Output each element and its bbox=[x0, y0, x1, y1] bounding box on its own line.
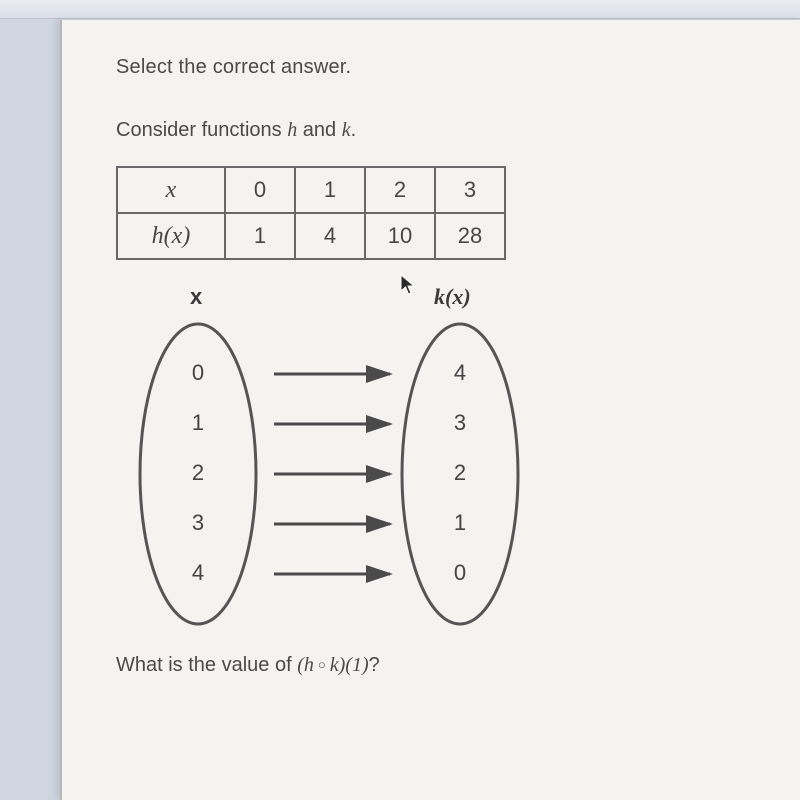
right-val: 2 bbox=[454, 460, 466, 485]
question-text: What is the value of (h○k)(1)? bbox=[116, 654, 750, 677]
question-suffix: ? bbox=[369, 654, 380, 676]
subtitle-prefix: Consider functions bbox=[116, 119, 287, 141]
question-prefix: What is the value of bbox=[116, 654, 297, 676]
row-label-x: x bbox=[117, 167, 225, 213]
subtitle: Consider functions h and k. bbox=[116, 119, 750, 142]
expr-h: h bbox=[304, 654, 314, 676]
mapping-right-title: k(x) bbox=[434, 284, 471, 310]
right-val: 4 bbox=[454, 360, 466, 385]
table-cell: 1 bbox=[295, 167, 365, 213]
mapping-diagram: x k(x) 0 1 2 3 4 4 3 2 1 0 bbox=[124, 284, 544, 644]
row-label-hx: h(x) bbox=[117, 213, 225, 259]
window-top-strip bbox=[0, 0, 800, 19]
table-cell: 1 bbox=[225, 213, 295, 259]
fn-k: k bbox=[342, 119, 351, 141]
subtitle-suffix: . bbox=[351, 119, 357, 141]
right-val: 0 bbox=[454, 560, 466, 585]
table-row: h(x) 1 4 10 28 bbox=[117, 213, 505, 259]
left-val: 3 bbox=[192, 510, 204, 535]
table-cell: 2 bbox=[365, 167, 435, 213]
table-cell: 3 bbox=[435, 167, 505, 213]
subtitle-mid: and bbox=[297, 119, 341, 141]
right-val: 3 bbox=[454, 410, 466, 435]
table-cell: 4 bbox=[295, 213, 365, 259]
expr-arg: (1) bbox=[345, 654, 368, 676]
page-content: Select the correct answer. Consider func… bbox=[60, 20, 800, 800]
compose-icon: ○ bbox=[314, 657, 330, 672]
expr-k: k bbox=[330, 654, 339, 676]
mapping-svg: 0 1 2 3 4 4 3 2 1 0 bbox=[124, 314, 544, 644]
left-val: 0 bbox=[192, 360, 204, 385]
left-val: 2 bbox=[192, 460, 204, 485]
table-cell: 28 bbox=[435, 213, 505, 259]
right-val: 1 bbox=[454, 510, 466, 535]
question-expression: (h○k)(1) bbox=[297, 654, 368, 676]
function-table: x 0 1 2 3 h(x) 1 4 10 28 bbox=[116, 166, 506, 260]
mapping-left-title: x bbox=[190, 284, 202, 310]
fn-h: h bbox=[287, 119, 297, 141]
left-val: 1 bbox=[192, 410, 204, 435]
instruction-text: Select the correct answer. bbox=[116, 56, 750, 79]
table-row: x 0 1 2 3 bbox=[117, 167, 505, 213]
left-val: 4 bbox=[192, 560, 204, 585]
paren-open: ( bbox=[297, 654, 304, 676]
table-cell: 0 bbox=[225, 167, 295, 213]
table-cell: 10 bbox=[365, 213, 435, 259]
